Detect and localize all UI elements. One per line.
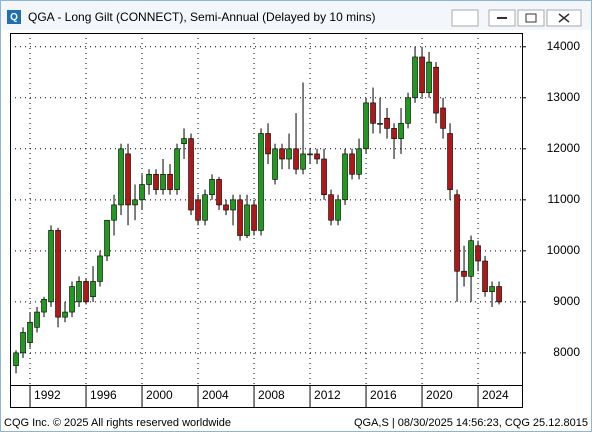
candle-body [314,153,320,160]
candle-body [433,66,439,114]
candle-body [328,194,334,221]
candle-body [468,240,474,277]
x-tick-label: 2000 [146,388,173,402]
candle-body [251,204,257,231]
candle-body [293,148,299,170]
candle-body [265,133,271,155]
candle-body [181,138,187,145]
candle-body [412,56,418,99]
candle-body [419,56,425,93]
candle-body [125,153,131,206]
candle-body [237,199,243,236]
y-tick-label: 8000 [553,345,580,359]
y-tick-label: 13000 [547,90,581,104]
x-tick-label: 1992 [34,388,61,402]
x-tick-label: 2024 [482,388,509,402]
maximize-glyph [525,13,537,23]
candle-body [461,270,467,277]
candle-body [286,148,292,160]
candle-body [363,102,369,150]
candle-body [244,204,250,236]
candle-body [209,179,215,196]
candle-body [195,199,201,221]
candle-body [34,311,40,328]
candle-body [118,148,124,206]
candle-body [342,153,348,201]
candle-body [160,174,166,190]
x-axis-band [10,385,523,408]
close-glyph [558,13,570,23]
candle-body [454,194,460,272]
candle-body [104,219,110,257]
candle-body [13,352,19,366]
x-tick-label: 2004 [202,388,229,402]
x-tick-label: 2008 [258,388,285,402]
candle-body [153,174,159,190]
x-tick-label: 1996 [90,388,117,402]
app-icon [7,10,21,24]
candle-body [223,204,229,211]
candle-body [377,122,383,125]
candle-body [202,194,208,221]
candle-body [48,230,54,303]
candle-body [97,255,103,282]
candle-body [41,298,47,313]
candle-body [349,153,355,175]
candle-body [300,153,306,170]
candle-body [146,174,152,185]
candle-body [20,332,26,354]
candle-body [174,148,180,190]
candle-body [188,138,194,211]
link-button[interactable] [451,9,479,27]
maximize-button[interactable] [517,9,545,27]
candle-body [139,184,145,201]
candle-body [447,133,453,190]
candle-body [335,199,341,221]
y-tick-label: 9000 [553,294,580,308]
candle-body [55,230,61,318]
x-tick-label: 2020 [426,388,453,402]
candle-body [489,286,495,292]
candle-body [230,199,236,211]
footer-right: QGA,S | 08/30/2025 14:56:23, CQG 25.12.8… [354,417,588,429]
candle-body [440,107,446,129]
candle-body [496,286,502,303]
candle-body [370,102,376,124]
candle-body [90,281,96,298]
candle-body [475,245,481,262]
footer-left: CQG Inc. © 2025 All rights reserved worl… [4,417,231,429]
y-tick-label: 10000 [547,243,581,257]
candle-body [398,122,404,139]
y-tick-label: 11000 [548,192,581,206]
app-icon-glyph: Q [10,12,18,23]
candle-body [482,260,488,292]
y-tick-label: 12000 [547,141,581,155]
window-title: QGA - Long Gilt (CONNECT), Semi-Annual (… [28,10,375,24]
candle-body [76,281,82,303]
candle-body [426,61,432,93]
candle-body [321,158,327,196]
y-tick-label: 14000 [547,39,581,53]
candle-body [356,148,362,175]
candle-body [62,311,68,318]
candle-body [384,117,390,129]
x-tick-label: 2012 [314,388,341,402]
candle-body [132,199,138,206]
candle-body [69,286,75,313]
candle-body [258,133,264,231]
candle-body [83,281,89,303]
candle-body [272,148,278,180]
candle-body [27,321,33,343]
x-tick-label: 2016 [370,388,397,402]
candle-body [307,153,313,156]
candle-body [279,148,285,160]
candle-body [167,174,173,190]
candle-body [405,97,411,124]
candle-body [391,128,397,139]
candle-body [216,179,222,206]
candle-body [111,204,117,221]
plot-area [10,33,523,386]
